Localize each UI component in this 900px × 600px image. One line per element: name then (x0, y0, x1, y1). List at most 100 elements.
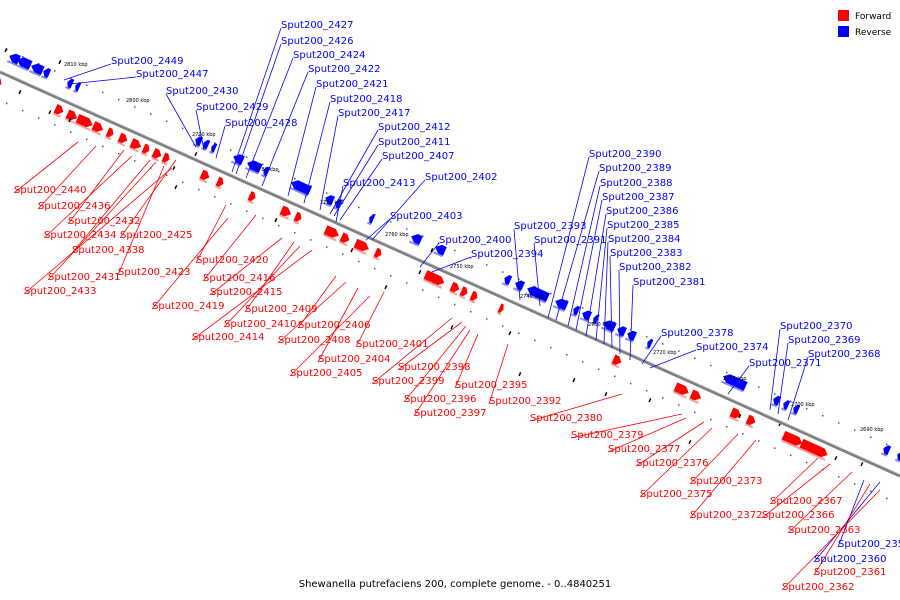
kbp-marker: 2690 kbp (860, 427, 884, 433)
reverse-gene-arrow (322, 195, 336, 208)
reverse-gene-arrow (880, 445, 892, 457)
gene-label: Sput200_2431 (48, 272, 121, 283)
forward-gene-arrow (215, 176, 224, 190)
tick-dot (198, 134, 200, 137)
tick-dot (278, 224, 280, 227)
gene-label: Sput200_2384 (608, 234, 681, 245)
tick-dot (886, 497, 888, 500)
kbp-marker: 2730 kbp (588, 322, 612, 328)
kbp-marker: 2710 kbp (723, 376, 747, 382)
marker (430, 247, 434, 253)
leader-line (575, 199, 603, 331)
gene-label: Sput200_2385 (607, 220, 680, 231)
tick-dot (118, 98, 120, 101)
forward-gene-arrow (293, 211, 302, 225)
leader-line (488, 343, 509, 405)
tick-dot (70, 77, 72, 79)
leader-line (151, 217, 229, 310)
gene-label: Sput200_2410 (224, 319, 297, 330)
legend: Forward Reverse (838, 10, 892, 38)
reverse-gene-arrow (600, 320, 617, 334)
marker (688, 440, 692, 445)
forward-gene-arrow (91, 121, 104, 136)
kbp-marker: 2760 kbp (385, 232, 409, 238)
forward-gene-arrow (117, 132, 128, 147)
forward-gene-arrow (151, 148, 162, 162)
gene-label: Sput200_2418 (330, 94, 403, 105)
tick-dot (134, 106, 136, 108)
tick-dot (694, 411, 696, 414)
leader-line (689, 439, 757, 519)
gene-label: Sput200_2389 (599, 163, 672, 174)
tick-dot (166, 120, 168, 123)
gene-label: Sput200_2408 (278, 335, 351, 346)
tick-dot (614, 321, 616, 324)
tick-dot (646, 389, 648, 392)
gene-label: Sput200_2405 (290, 368, 363, 379)
forward-gene-arrow (449, 281, 460, 296)
leader-line (47, 161, 157, 281)
gene-label: Sput200_2380 (530, 413, 603, 424)
gene-label: Sput200_2398 (398, 362, 471, 373)
leader-line (567, 185, 601, 327)
gene-label: Sput200_2399 (372, 376, 445, 387)
gene-label: Sput200_2400 (439, 235, 512, 246)
forward-gene-arrow (105, 127, 114, 141)
reverse-gene-arrow (790, 404, 801, 416)
kbp-marker: 2770 kbp (320, 200, 344, 206)
gene-label: Sput200_2401 (356, 339, 429, 350)
leader-line (618, 269, 621, 355)
reverse-gene-arrow (552, 298, 569, 312)
marker (174, 185, 178, 190)
forward-gene-arrow (279, 205, 292, 220)
tick-dot (774, 393, 776, 395)
forward-gene-arrow (339, 232, 350, 247)
gene-label: Sput200_2387 (602, 192, 675, 203)
forward-gene-arrow (129, 138, 142, 153)
gene-label: Sput200_2404 (318, 354, 391, 365)
gene-label: Sput200_2395 (455, 380, 528, 391)
gene-label: Sput200_2420 (196, 255, 269, 266)
gene-label: Sput200_2409 (245, 304, 318, 315)
tick-dot (118, 152, 120, 155)
tick-dot (790, 454, 792, 457)
leader-line (13, 141, 79, 194)
tick-dot (870, 490, 872, 493)
tick-dot (806, 461, 808, 464)
tick-dot (294, 231, 296, 234)
forward-gene-arrow (53, 104, 64, 118)
gene-label: Sput200_2369 (788, 335, 861, 346)
leader-line (117, 165, 165, 276)
tick-dot (582, 361, 584, 363)
tick-dot (342, 253, 344, 256)
leader-line (202, 214, 257, 282)
tick-dot (502, 271, 504, 273)
tick-dot (150, 113, 152, 115)
marker (738, 414, 742, 419)
leader-line (277, 281, 347, 344)
leader-line (649, 349, 697, 369)
leader-line (245, 57, 294, 179)
leader-line (607, 417, 687, 453)
tick-dot (342, 199, 344, 202)
reverse-gene-arrow (770, 395, 782, 408)
gene-label: Sput200_2392 (489, 396, 562, 407)
gene-label: Sput200_2403 (390, 211, 463, 222)
leader-line (837, 479, 865, 548)
gene-label: Sput200_2415 (210, 287, 283, 298)
tick-dot (6, 102, 8, 105)
forward-gene-arrow (0, 77, 2, 88)
tick-dot (486, 318, 488, 320)
kbp-marker: 2780 kbp (255, 167, 279, 173)
leader-line (195, 109, 205, 151)
gene-label: Sput200_2367 (770, 496, 843, 507)
tick-dot (22, 109, 24, 112)
tick-dot (54, 124, 56, 126)
leader-line (333, 144, 379, 217)
reverse-gene-arrow (894, 451, 900, 463)
reverse-gene-arrow (644, 338, 654, 350)
gene-label: Sput200_2426 (281, 36, 354, 47)
forward-gene-arrow (781, 430, 803, 450)
reverse-gene-arrow (40, 68, 52, 80)
tick-dot (534, 339, 536, 342)
